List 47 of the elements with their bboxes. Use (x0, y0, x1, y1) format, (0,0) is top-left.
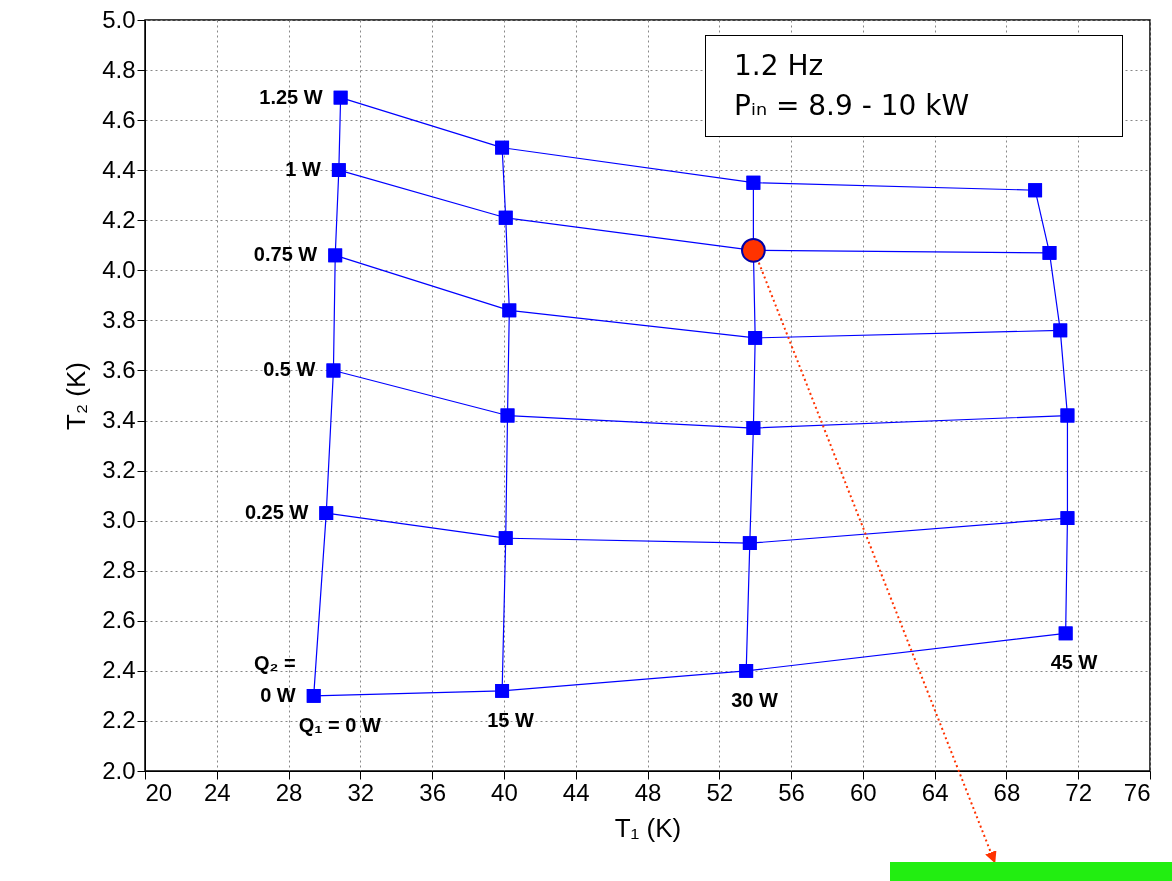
annotation: 15 W (487, 708, 534, 731)
y-tick-label: 3.8 (102, 305, 136, 333)
x-tick-label: 68 (993, 778, 1021, 806)
x-tick-label: 64 (921, 778, 949, 806)
y-tick-label: 2.8 (102, 556, 136, 584)
annotation: 1 W (285, 158, 321, 181)
y-tick-label: 2.0 (102, 756, 136, 784)
y-axis-title: T₂ (K) (61, 362, 92, 430)
y-tick-label: 3.2 (102, 456, 136, 484)
x-tick-label: 32 (347, 778, 375, 806)
y-tick-label: 2.4 (102, 656, 136, 684)
y-tick-label: 5.0 (102, 5, 136, 33)
x-tick-label: 28 (275, 778, 303, 806)
annotation: Q₁ = 0 W (298, 713, 381, 736)
annotation: Q₂ = (254, 651, 296, 674)
x-tick-label: 52 (706, 778, 734, 806)
x-tick-label: 48 (634, 778, 662, 806)
x-axis-title: T₁ (K) (614, 812, 682, 843)
annotation: 45 W (1050, 651, 1098, 674)
y-tick-label: 4.8 (102, 55, 136, 83)
x-tick-label: 44 (562, 778, 590, 806)
x-tick-label: 56 (778, 778, 805, 806)
x-tick-label: 40 (491, 778, 518, 806)
annotation: 1.25 W (259, 85, 323, 108)
x-tick-label: 24 (203, 778, 231, 806)
annotation: 1.2 Hz (734, 48, 825, 84)
y-tick-label: 4.4 (102, 155, 136, 183)
x-tick-label: 76 (1123, 778, 1151, 806)
annotation: 0.25 W (244, 501, 309, 524)
y-tick-label: 3.4 (102, 406, 136, 434)
y-tick-label: 3.0 (102, 506, 136, 534)
x-tick-label: 36 (419, 778, 446, 806)
y-tick-label: 4.0 (102, 255, 136, 283)
x-tick-label: 72 (1065, 778, 1093, 806)
text-box: 1.2 Hz Pᵢₙ = 8.9 - 10 kW (705, 35, 1123, 137)
annotation: 0.75 W (253, 243, 318, 266)
y-tick-label: 2.2 (102, 706, 136, 734)
y-tick-label: 3.6 (102, 355, 136, 383)
annotation: Pᵢₙ = 8.9 - 10 kW (734, 88, 971, 124)
y-tick-label: 4.6 (102, 105, 136, 133)
x-tick-label: 20 (145, 778, 173, 806)
y-tick-label: 2.6 (102, 606, 136, 634)
annotation: 30 W (731, 688, 779, 711)
annotation: 0.5 W (263, 358, 316, 381)
annotation: 0 W (260, 683, 296, 706)
y-tick-label: 4.2 (102, 205, 136, 233)
x-tick-label: 60 (850, 778, 877, 806)
